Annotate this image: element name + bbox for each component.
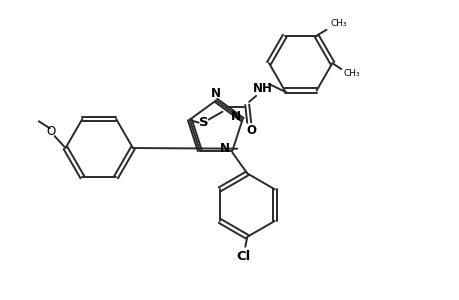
Text: CH₃: CH₃ [329, 19, 346, 28]
Text: N: N [219, 142, 229, 155]
Text: O: O [246, 124, 256, 137]
Text: NH: NH [252, 82, 272, 95]
Text: CH₃: CH₃ [343, 69, 360, 78]
Text: N: N [230, 110, 240, 123]
Text: O: O [46, 125, 55, 138]
Text: Cl: Cl [235, 250, 250, 263]
Text: N: N [211, 87, 221, 100]
Text: S: S [198, 116, 208, 129]
